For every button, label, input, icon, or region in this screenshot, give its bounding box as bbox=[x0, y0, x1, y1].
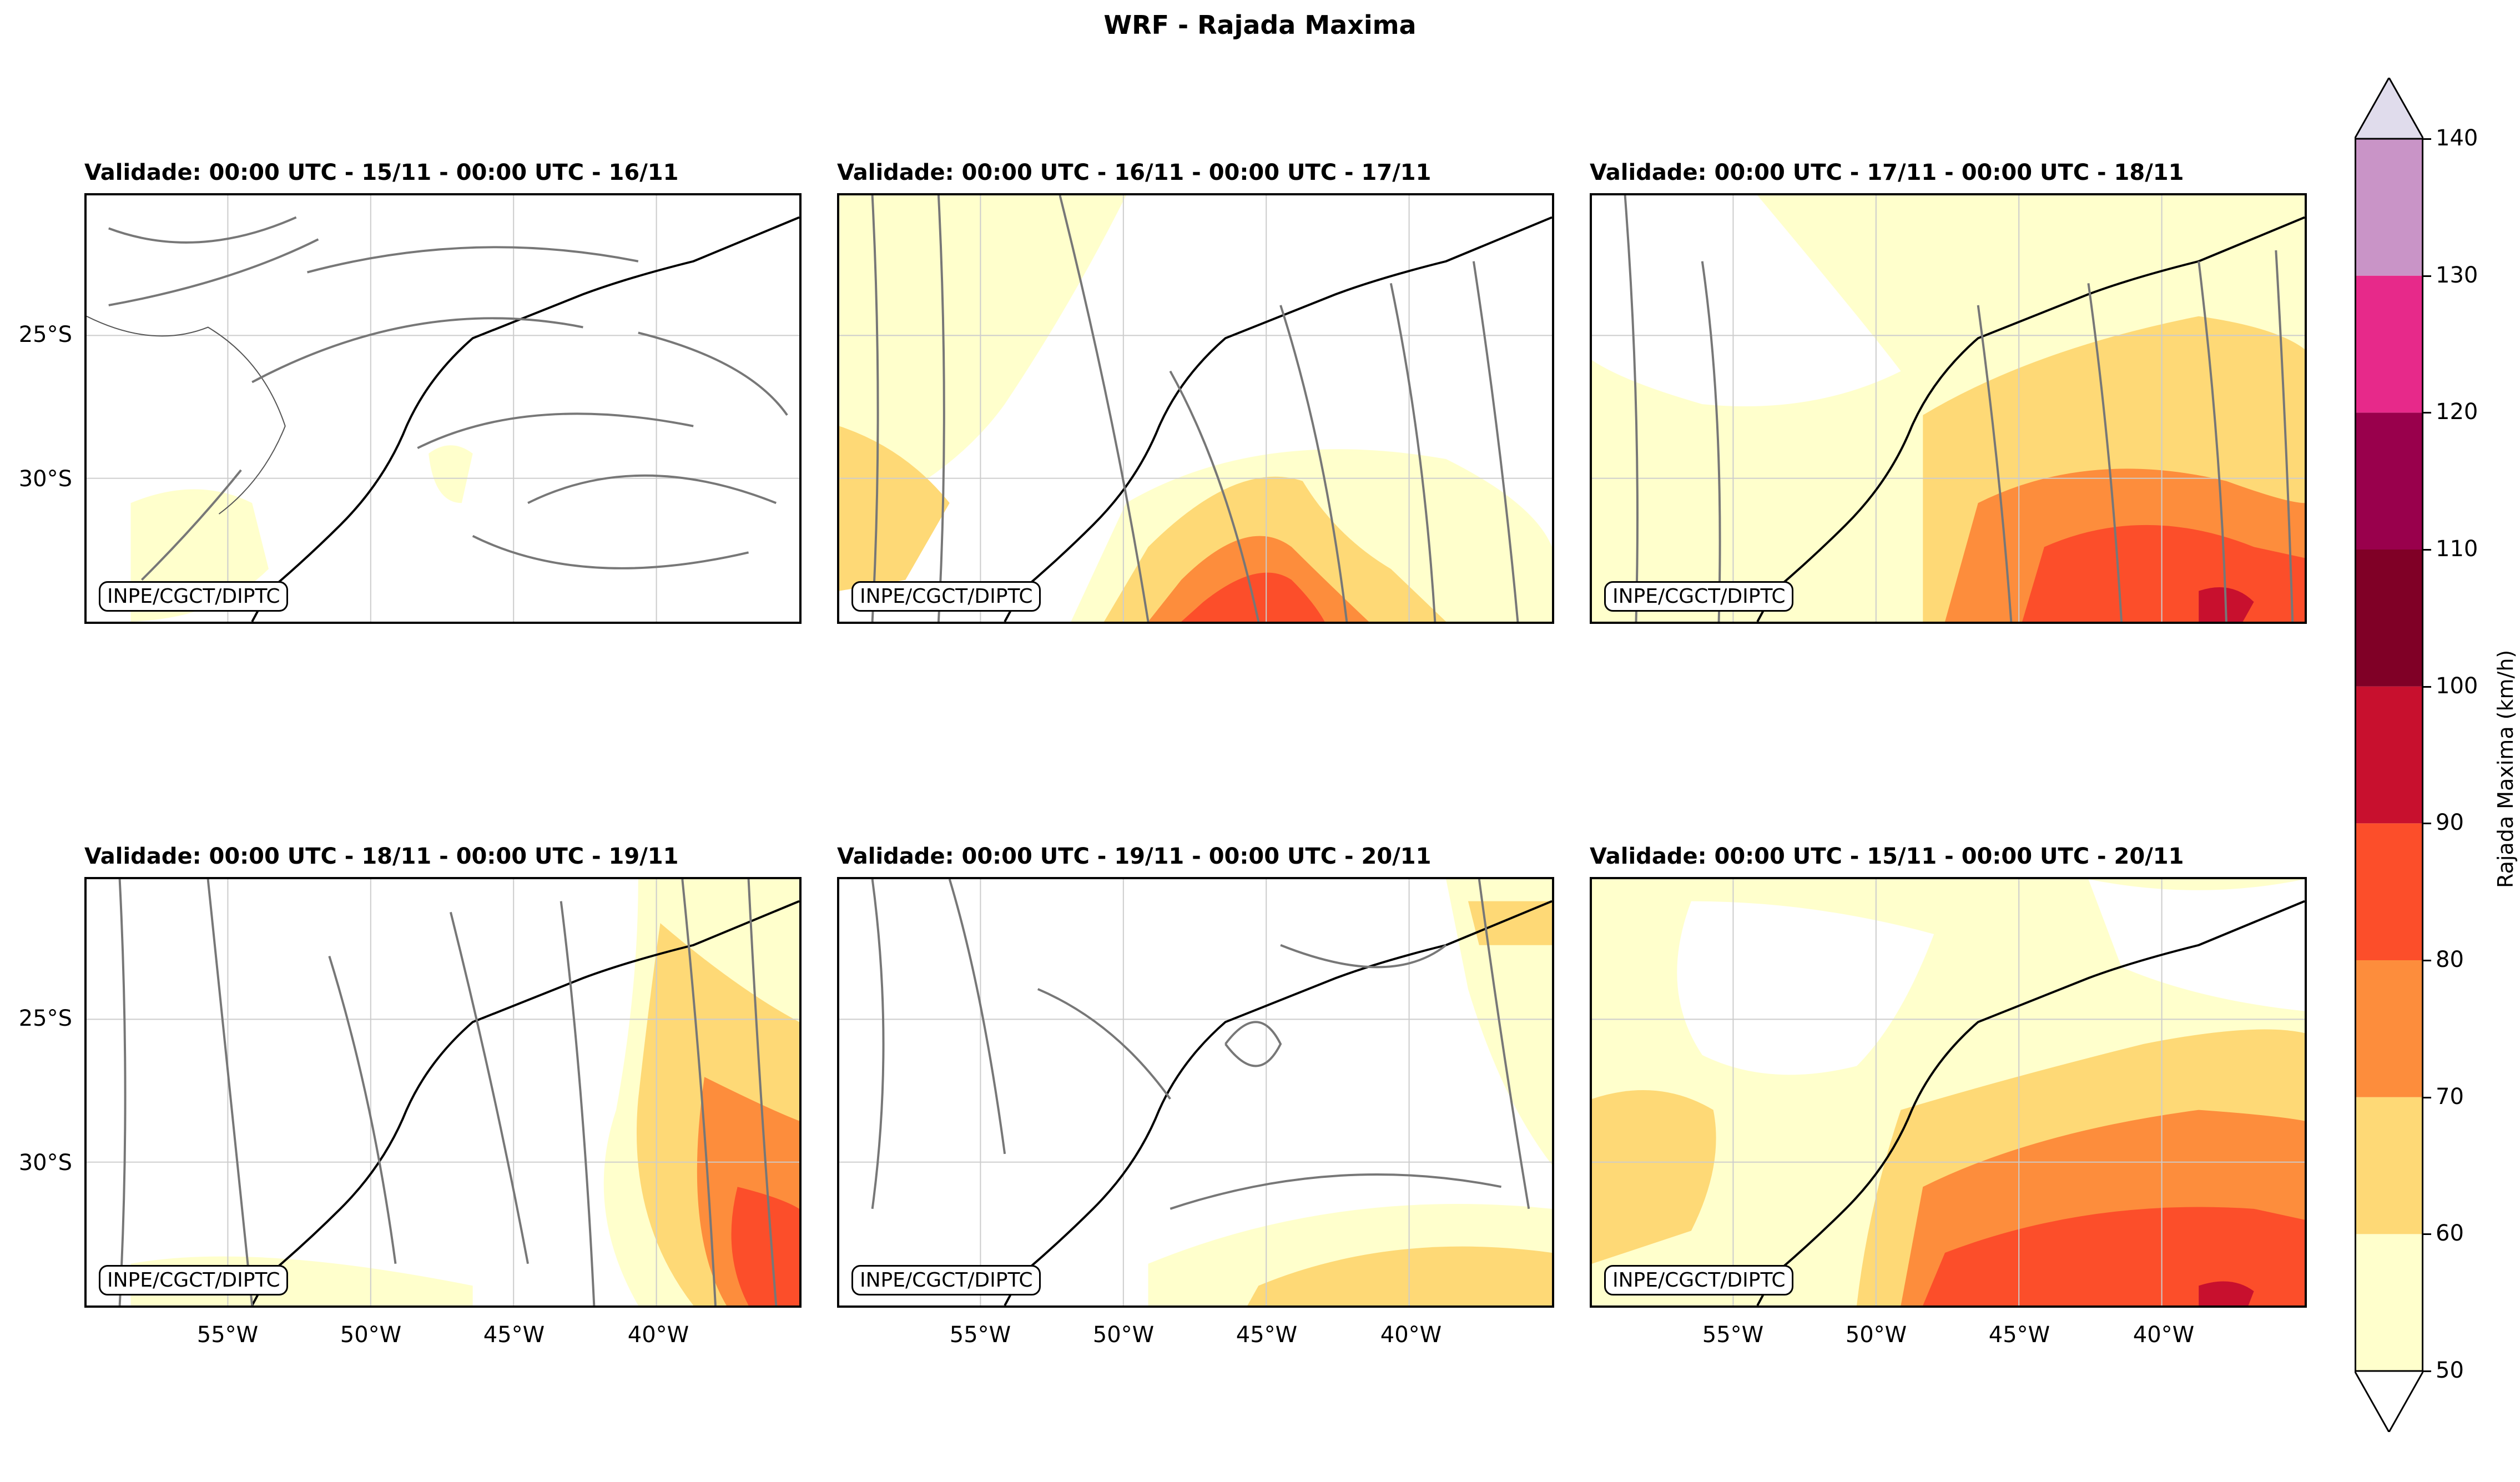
colorbar-band bbox=[2355, 823, 2423, 960]
colorbar-tick-label: 130 bbox=[2436, 262, 2478, 288]
credit-label: INPE/CGCT/DIPTC bbox=[99, 1265, 289, 1296]
lon-label-50w-p4: 50°W bbox=[340, 1322, 402, 1348]
lat-label-25s: 25°S bbox=[18, 322, 72, 347]
lat-label-30s: 30°S bbox=[18, 466, 72, 492]
map-panel-4: INPE/CGCT/DIPTC bbox=[84, 877, 802, 1308]
colorbar-tick bbox=[2423, 1233, 2431, 1236]
lon-label-55w-p4: 55°W bbox=[196, 1322, 259, 1348]
lat-label-25s-row2: 25°S bbox=[18, 1006, 72, 1031]
colorbar-title: Rajada Maxima (km/h) bbox=[2493, 649, 2518, 888]
colorbar-tick-label: 100 bbox=[2436, 673, 2478, 699]
credit-label: INPE/CGCT/DIPTC bbox=[851, 581, 1041, 612]
colorbar-band bbox=[2355, 139, 2423, 276]
credit-label: INPE/CGCT/DIPTC bbox=[1604, 581, 1794, 612]
colorbar bbox=[2353, 75, 2425, 1482]
panel-1-title: Validade: 00:00 UTC - 15/11 - 00:00 UTC … bbox=[84, 160, 679, 185]
colorbar-tick bbox=[2423, 1096, 2431, 1098]
colorbar-extend-min bbox=[2353, 1370, 2425, 1434]
colorbar-tick-label: 80 bbox=[2436, 947, 2464, 972]
lon-label-45w-p6: 45°W bbox=[1988, 1322, 2050, 1348]
panel-6-title: Validade: 00:00 UTC - 15/11 - 00:00 UTC … bbox=[1590, 844, 2184, 869]
colorbar-tick bbox=[2423, 275, 2431, 277]
map-panel-5: INPE/CGCT/DIPTC bbox=[837, 877, 1554, 1308]
colorbar-tick-label: 90 bbox=[2436, 810, 2464, 836]
credit-label: INPE/CGCT/DIPTC bbox=[851, 1265, 1041, 1296]
figure-title: WRF - Rajada Maxima bbox=[1103, 10, 1417, 40]
credit-label: INPE/CGCT/DIPTC bbox=[1604, 1265, 1794, 1296]
panel-4-title: Validade: 00:00 UTC - 18/11 - 00:00 UTC … bbox=[84, 844, 679, 869]
colorbar-tick bbox=[2423, 412, 2431, 414]
colorbar-tick bbox=[2423, 549, 2431, 551]
colorbar-outline bbox=[2355, 138, 2423, 1372]
panel-2-title: Validade: 00:00 UTC - 16/11 - 00:00 UTC … bbox=[837, 160, 1432, 185]
lon-label-40w-p6: 40°W bbox=[2133, 1322, 2195, 1348]
colorbar-tick bbox=[2423, 1370, 2431, 1372]
colorbar-tick-label: 110 bbox=[2436, 536, 2478, 562]
map-panel-3: INPE/CGCT/DIPTC bbox=[1590, 193, 2307, 624]
colorbar-tick-label: 60 bbox=[2436, 1221, 2464, 1247]
colorbar-tick bbox=[2423, 823, 2431, 825]
lon-label-55w-p6: 55°W bbox=[1702, 1322, 1764, 1348]
colorbar-band bbox=[2355, 1234, 2423, 1371]
map-panel-2: INPE/CGCT/DIPTC bbox=[837, 193, 1554, 624]
panel-5-title: Validade: 00:00 UTC - 19/11 - 00:00 UTC … bbox=[837, 844, 1432, 869]
lon-label-45w-p4: 45°W bbox=[483, 1322, 545, 1348]
lon-label-40w-p4: 40°W bbox=[627, 1322, 689, 1348]
panel-3-title: Validade: 00:00 UTC - 17/11 - 00:00 UTC … bbox=[1590, 160, 2184, 185]
lon-label-50w-p5: 50°W bbox=[1092, 1322, 1155, 1348]
colorbar-tick-label: 50 bbox=[2436, 1358, 2464, 1383]
colorbar-tick bbox=[2423, 960, 2431, 961]
colorbar-graphic bbox=[2353, 75, 2425, 1434]
colorbar-band bbox=[2355, 1097, 2423, 1234]
lon-label-45w-p5: 45°W bbox=[1236, 1322, 1298, 1348]
lon-label-40w-p5: 40°W bbox=[1380, 1322, 1442, 1348]
map-panel-1: INPE/CGCT/DIPTC bbox=[84, 193, 802, 624]
colorbar-band bbox=[2355, 275, 2423, 413]
colorbar-tick-label: 140 bbox=[2436, 125, 2478, 151]
colorbar-band bbox=[2355, 550, 2423, 687]
lon-label-50w-p6: 50°W bbox=[1845, 1322, 1907, 1348]
map-panel-6: INPE/CGCT/DIPTC bbox=[1590, 877, 2307, 1308]
colorbar-tick-label: 70 bbox=[2436, 1083, 2464, 1110]
credit-label: INPE/CGCT/DIPTC bbox=[99, 581, 289, 612]
colorbar-extend-max bbox=[2353, 75, 2425, 140]
colorbar-band bbox=[2355, 686, 2423, 824]
colorbar-tick-label: 120 bbox=[2436, 399, 2478, 425]
colorbar-band bbox=[2355, 960, 2423, 1097]
lon-label-55w-p5: 55°W bbox=[949, 1322, 1011, 1348]
colorbar-band bbox=[2355, 412, 2423, 550]
lat-label-30s-row2: 30°S bbox=[18, 1150, 72, 1176]
colorbar-tick bbox=[2423, 685, 2431, 688]
colorbar-tick bbox=[2423, 138, 2431, 140]
